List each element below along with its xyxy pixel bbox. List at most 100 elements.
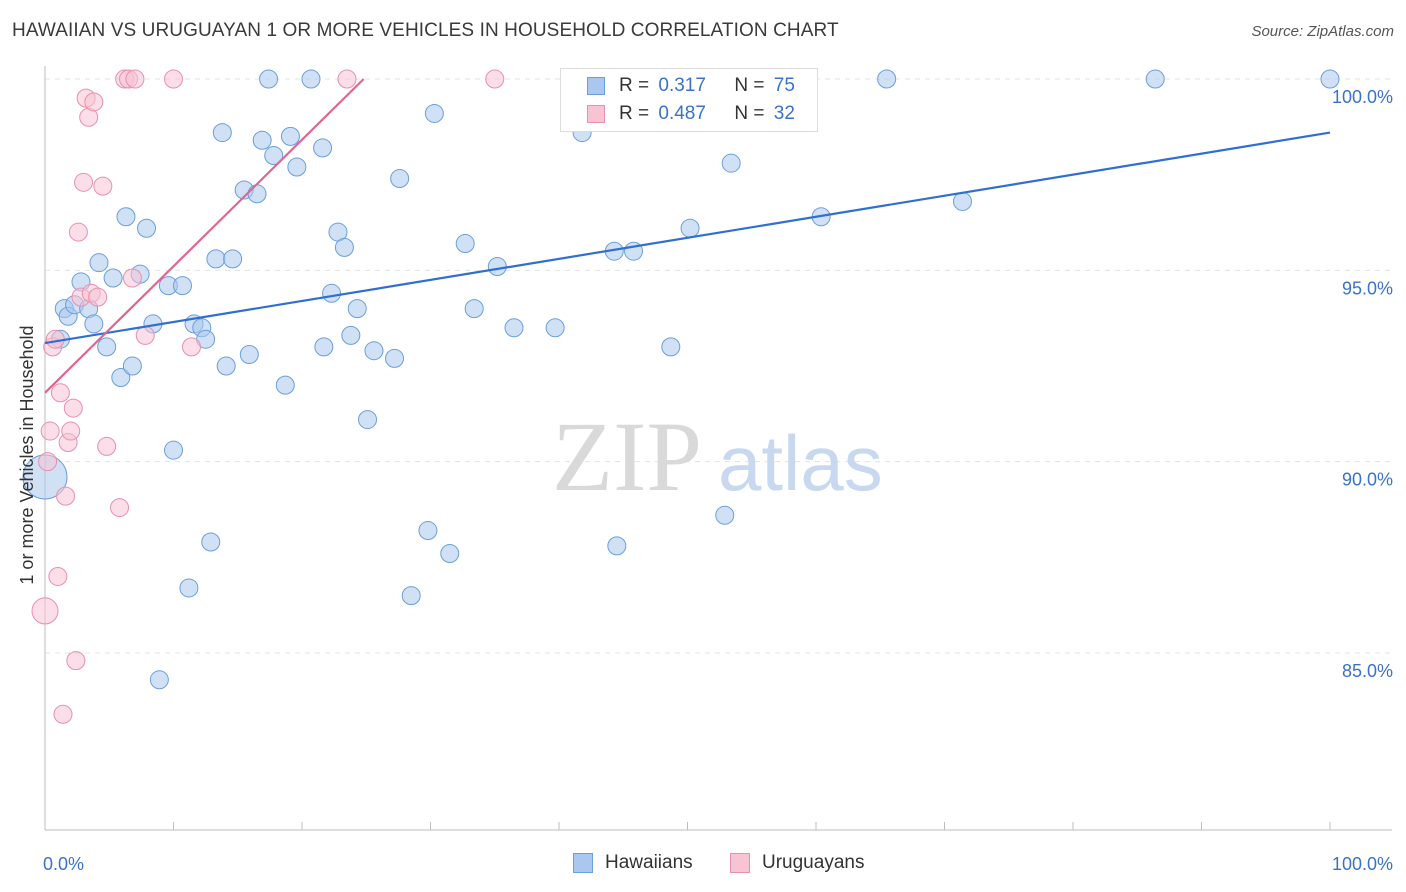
point-hawaiians	[952, 191, 972, 211]
point-hawaiians	[440, 544, 460, 564]
point-hawaiians	[1320, 69, 1340, 89]
point-hawaiians	[206, 249, 226, 269]
point-hawaiians	[418, 521, 438, 541]
point-hawaiians	[347, 299, 367, 319]
chart-title: HAWAIIAN VS URUGUAYAN 1 OR MORE VEHICLES…	[12, 20, 839, 41]
point-hawaiians	[103, 268, 123, 288]
legend-row-hawaiians: R = 0.317 N = 75	[561, 72, 795, 100]
legend-item-hawaiians[interactable]: Hawaiians	[573, 852, 693, 874]
legend-label-hawaiians: Hawaiians	[605, 852, 693, 873]
legend-swatch-hawaiians	[573, 853, 593, 873]
legend-n-label: N =	[734, 103, 765, 124]
point-hawaiians	[385, 348, 405, 368]
point-hawaiians	[607, 536, 627, 556]
point-hawaiians	[223, 249, 243, 269]
legend-n-label: N =	[734, 75, 765, 96]
point-hawaiians	[84, 314, 104, 334]
point-hawaiians	[680, 218, 700, 238]
point-hawaiians	[280, 126, 300, 146]
point-uruguayans	[164, 69, 183, 89]
series-legend: Hawaiians Uruguayans	[0, 852, 1406, 878]
point-uruguayans	[122, 268, 142, 288]
point-hawaiians	[89, 253, 109, 273]
point-uruguayans	[38, 452, 58, 472]
point-hawaiians	[1145, 69, 1165, 89]
legend-swatch-hawaiians	[587, 77, 605, 95]
point-hawaiians	[164, 440, 183, 460]
point-hawaiians	[364, 341, 384, 361]
x-tick-labels: 0.0% 100.0%	[43, 854, 1393, 874]
point-hawaiians	[487, 257, 507, 277]
legend-row-uruguayans: R = 0.487 N = 32	[561, 100, 795, 128]
point-hawaiians	[301, 69, 321, 89]
point-uruguayans	[125, 69, 145, 89]
y-axis-label: 1 or more Vehicles in Household	[17, 325, 37, 584]
y-tick-labels: 85.0% 90.0% 95.0% 100.0%	[1332, 87, 1393, 681]
point-uruguayans	[84, 92, 104, 112]
trend-line-uruguayans	[44, 78, 365, 394]
point-hawaiians	[111, 367, 131, 387]
watermark-zip: ZIP	[552, 401, 702, 512]
point-hawaiians	[661, 337, 681, 357]
point-hawaiians	[216, 356, 236, 376]
point-uruguayans	[53, 704, 73, 724]
grid-lines	[45, 78, 1392, 654]
point-hawaiians	[259, 69, 279, 89]
point-hawaiians	[137, 218, 157, 238]
watermark-atlas: atlas	[718, 419, 883, 507]
point-hawaiians	[322, 283, 342, 303]
point-hawaiians	[358, 410, 378, 430]
legend-n-value: 32	[773, 103, 795, 124]
point-hawaiians	[504, 318, 524, 338]
y-tick-label: 100.0%	[1332, 87, 1393, 107]
point-uruguayans	[66, 651, 86, 671]
y-tick-label: 90.0%	[1342, 470, 1393, 490]
x-tick-label: 100.0%	[1332, 854, 1393, 874]
legend-swatch-uruguayans	[587, 105, 605, 123]
point-hawaiians	[341, 325, 361, 345]
point-hawaiians	[715, 505, 735, 525]
point-hawaiians	[116, 207, 136, 227]
point-hawaiians	[455, 234, 475, 254]
point-hawaiians	[334, 237, 354, 257]
point-uruguayans	[135, 325, 155, 345]
point-uruguayans	[48, 566, 68, 586]
legend-n-value: 75	[773, 75, 795, 96]
point-uruguayans	[485, 69, 505, 89]
point-hawaiians	[313, 138, 333, 158]
source-label: Source: ZipAtlas.com	[1251, 23, 1394, 40]
legend-label-uruguayans: Uruguayans	[762, 852, 865, 873]
point-uruguayans	[181, 337, 201, 357]
point-hawaiians	[390, 168, 410, 188]
point-uruguayans	[40, 421, 60, 441]
point-hawaiians	[252, 130, 272, 150]
point-hawaiians	[877, 69, 897, 89]
legend-r-value: 0.487	[658, 103, 706, 124]
point-hawaiians	[401, 586, 421, 606]
point-uruguayans	[56, 486, 76, 506]
point-hawaiians	[264, 146, 284, 166]
legend-r-label: R =	[619, 103, 650, 124]
y-tick-label: 85.0%	[1342, 661, 1393, 681]
point-uruguayans	[63, 398, 83, 418]
point-hawaiians	[275, 375, 295, 395]
point-hawaiians	[97, 337, 117, 357]
legend-item-uruguayans[interactable]: Uruguayans	[730, 852, 864, 874]
point-uruguayans	[61, 421, 81, 441]
point-hawaiians	[201, 532, 221, 552]
trend-lines	[44, 78, 1331, 394]
point-hawaiians	[239, 345, 259, 365]
legend-r-label: R =	[619, 75, 650, 96]
point-uruguayans	[337, 69, 357, 89]
point-hawaiians	[172, 276, 192, 296]
point-uruguayans	[74, 172, 94, 192]
point-hawaiians	[721, 153, 741, 173]
trend-line-hawaiians	[44, 131, 1331, 345]
point-uruguayans	[93, 176, 113, 196]
watermark: ZIP atlas	[552, 401, 883, 512]
point-hawaiians	[122, 356, 142, 376]
axes	[44, 66, 1392, 831]
x-tick-label: 0.0%	[43, 854, 84, 874]
y-tick-label: 95.0%	[1342, 278, 1393, 298]
